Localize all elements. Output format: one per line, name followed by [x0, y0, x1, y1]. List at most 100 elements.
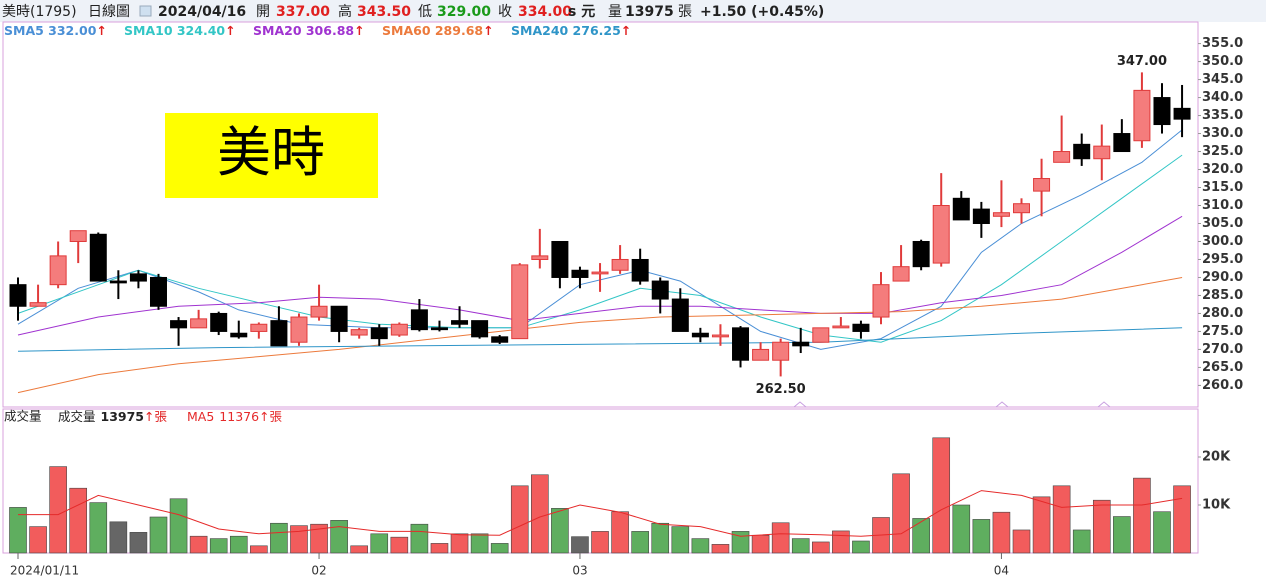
volume-bar	[290, 525, 308, 554]
watermark: 美時	[217, 121, 325, 184]
volume-bar	[731, 531, 750, 554]
y-tick-label: 330.0	[1202, 126, 1243, 141]
volume-bar	[711, 544, 730, 554]
ma-line	[17, 129, 1183, 350]
candle-body	[430, 327, 448, 331]
legend-entry: SMA10 324.40↑	[124, 23, 236, 38]
y-tick-label: 295.0	[1202, 252, 1243, 267]
volume-bar	[450, 533, 469, 554]
candle-body	[9, 284, 27, 307]
candle-body	[129, 273, 147, 282]
candle-body	[972, 208, 990, 224]
volume-bar	[109, 521, 128, 554]
close: 334.00	[518, 4, 572, 20]
volume-bar	[1153, 511, 1171, 554]
markers	[793, 401, 1111, 408]
candle-body	[149, 276, 167, 307]
candle-body	[772, 341, 790, 361]
volume-bar	[611, 511, 629, 554]
y-tick-label: 300.0	[1202, 234, 1243, 249]
candle-body	[812, 327, 830, 343]
low-label: 低	[418, 4, 432, 20]
volume-bar	[410, 523, 429, 554]
low: 329.00	[437, 4, 491, 20]
y-tick-label: 285.0	[1202, 288, 1243, 303]
candle-body	[471, 320, 489, 338]
candle-body	[952, 197, 970, 221]
volume-bar	[129, 532, 148, 554]
marker	[1097, 401, 1111, 408]
y-tick-label: 10K	[1202, 498, 1231, 513]
volume-bar	[1113, 516, 1131, 554]
y-tick-label: 275.0	[1202, 324, 1243, 339]
candle-body	[1133, 89, 1151, 142]
legend-trend: ↑	[621, 23, 631, 38]
legend-label: SMA10 324.40	[124, 23, 225, 38]
volume-bar	[470, 533, 489, 554]
y-tick-label: 335.0	[1202, 108, 1243, 123]
candle-body	[290, 316, 308, 343]
volume-bar	[510, 485, 529, 554]
candle-body	[511, 264, 529, 340]
y-tick-label: 280.0	[1202, 306, 1243, 321]
x-tick-label: 04	[994, 564, 1009, 578]
legend-label: SMA60 289.68	[382, 23, 483, 38]
candle-body	[571, 269, 589, 278]
volume: 13975	[625, 4, 674, 20]
volume-bar	[932, 437, 951, 554]
checkbox[interactable]	[139, 5, 152, 17]
current-unit: ↑張	[144, 409, 167, 424]
candle-body	[912, 240, 930, 268]
candle-body	[69, 230, 87, 242]
volume-bar	[771, 522, 790, 554]
volume-bar	[270, 522, 288, 554]
candle-body	[1053, 151, 1071, 163]
candle-body	[491, 336, 509, 343]
candle-body	[390, 323, 408, 336]
candle-body	[1073, 143, 1091, 160]
candle-body	[250, 323, 268, 332]
high: 343.50	[357, 4, 411, 20]
price-panel	[2, 21, 1199, 408]
candle-body	[370, 327, 388, 340]
volume-bar	[49, 466, 67, 554]
volume-bar	[852, 540, 870, 554]
candle-body	[1113, 133, 1131, 153]
x-tick-label: 2024/01/11	[10, 564, 79, 578]
legend-entry: MA5 11376↑張	[187, 409, 283, 424]
candle-body	[932, 205, 950, 264]
ma-line	[17, 154, 1183, 343]
x-tick-label: 03	[572, 564, 587, 578]
open-label: 開	[256, 4, 270, 20]
candle-body	[551, 240, 569, 278]
y-tick-label: 350.0	[1202, 54, 1243, 69]
volume-bar	[169, 498, 188, 554]
candle-body	[1093, 145, 1111, 160]
candle-body	[1013, 203, 1030, 214]
y-tick-label: 345.0	[1202, 72, 1243, 87]
candle-body	[410, 309, 428, 331]
candle-body	[651, 280, 669, 300]
volume-bar	[229, 535, 248, 554]
candle-body	[691, 332, 709, 338]
legend-trend: ↑	[225, 23, 235, 38]
y-tick-label: 325.0	[1202, 144, 1243, 159]
volume-bar	[671, 526, 690, 554]
candle-body	[732, 327, 750, 361]
annotation: 347.00	[1117, 54, 1167, 69]
legend-label: SMA240 276.25	[511, 23, 621, 38]
candle-body	[752, 348, 770, 361]
candle-body	[230, 332, 248, 338]
legend-value: 11376	[219, 409, 259, 424]
legend-entry: SMA60 289.68↑	[382, 23, 494, 38]
legend-entry: SMA20 306.88↑	[253, 23, 365, 38]
candle-body	[89, 233, 107, 282]
candle-body	[1173, 107, 1191, 120]
change: +1.50 (+0.45%)	[700, 4, 824, 20]
marker	[995, 401, 1009, 408]
y-tick-label: 305.0	[1202, 216, 1243, 231]
candle-body	[350, 329, 368, 336]
volume-bar	[370, 533, 389, 554]
volume-bar	[1032, 496, 1051, 554]
candle-body	[531, 255, 549, 260]
